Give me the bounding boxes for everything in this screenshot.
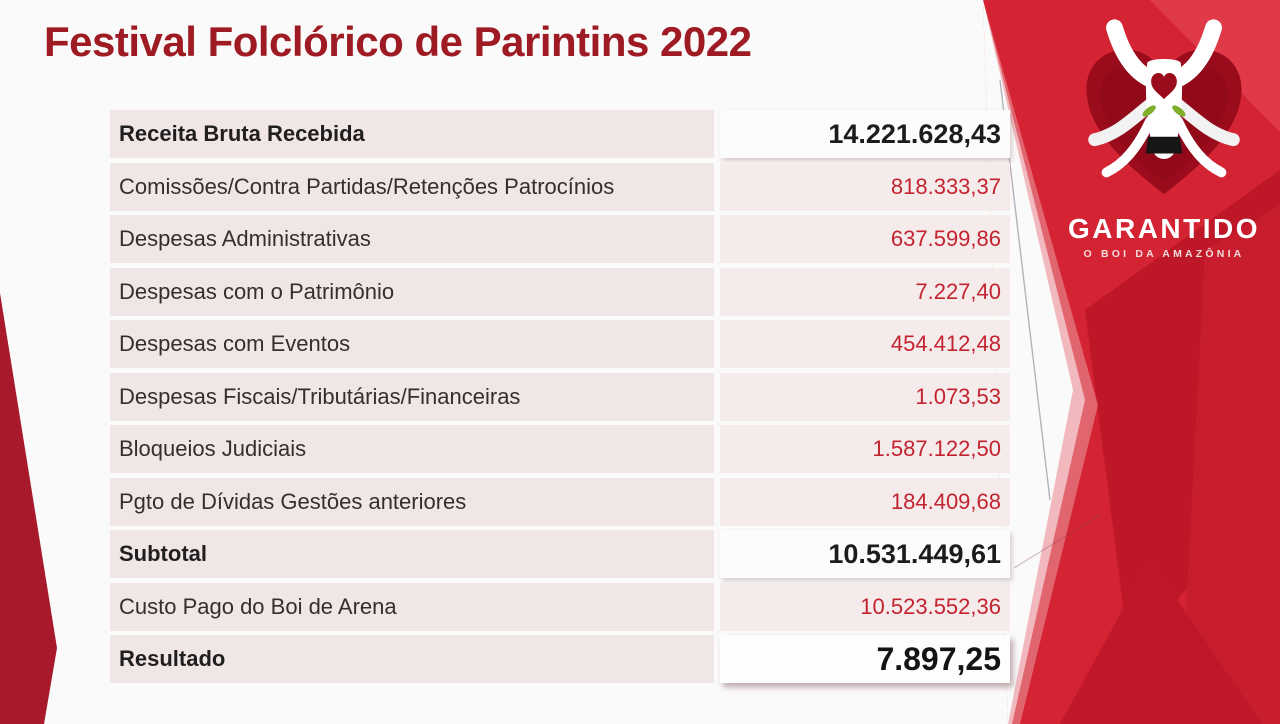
garantido-logo: GARANTIDO O BOI DA AMAZÔNIA — [1052, 4, 1276, 260]
slide-title: Festival Folclórico de Parintins 2022 — [44, 18, 752, 65]
row-label: Despesas Administrativas — [110, 215, 714, 263]
row-label: Comissões/Contra Partidas/Retenções Patr… — [110, 162, 714, 211]
table-row: Pgto de Dívidas Gestões anteriores 184.40… — [110, 477, 1010, 526]
row-value: 818.333,37 — [720, 162, 1010, 211]
row-label: Despesas Fiscais/Tributárias/Financeiras — [110, 372, 714, 421]
financial-table: Receita Bruta Recebida 14.221.628,43 Comis… — [110, 110, 1010, 688]
row-label: Custo Pago do Boi de Arena — [110, 582, 714, 631]
table-row: Bloqueios Judiciais 1.587.122,50 — [110, 425, 1010, 473]
row-value: 7.897,25 — [720, 635, 1010, 683]
logo-tagline: O BOI DA AMAZÔNIA — [1083, 248, 1245, 260]
row-label: Subtotal — [110, 530, 714, 578]
row-value: 7.227,40 — [720, 267, 1010, 316]
row-value: 14.221.628,43 — [720, 110, 1010, 158]
row-label: Despesas com Eventos — [110, 320, 714, 368]
table-row: Subtotal 10.531.449,61 — [110, 530, 1010, 578]
logo-name: GARANTIDO — [1067, 213, 1261, 244]
row-label: Receita Bruta Recebida — [110, 110, 714, 158]
table-row: Despesas com o Patrimônio 7.227,40 — [110, 267, 1010, 316]
corner-wedge-shape — [0, 293, 57, 724]
row-value: 1.073,53 — [720, 372, 1010, 421]
row-label: Bloqueios Judiciais — [110, 425, 714, 473]
row-value: 10.531.449,61 — [720, 530, 1010, 578]
row-label: Pgto de Dívidas Gestões anteriores — [110, 477, 714, 526]
bull-head-in-heart-icon — [1086, 19, 1242, 195]
table-row: Comissões/Contra Partidas/Retenções Patr… — [110, 162, 1010, 211]
table-row: Custo Pago do Boi de Arena 10.523.552,36 — [110, 582, 1010, 631]
row-value: 10.523.552,36 — [720, 582, 1010, 631]
row-value: 637.599,86 — [720, 215, 1010, 263]
table-row: Despesas Administrativas 637.599,86 — [110, 215, 1010, 263]
table-row: Resultado 7.897,25 — [110, 635, 1010, 683]
table-row: Receita Bruta Recebida 14.221.628,43 — [110, 110, 1010, 158]
row-value: 184.409,68 — [720, 477, 1010, 526]
table-row: Despesas com Eventos 454.412,48 — [110, 320, 1010, 368]
table-row: Despesas Fiscais/Tributárias/Financeiras… — [110, 372, 1010, 421]
row-value: 1.587.122,50 — [720, 425, 1010, 473]
row-value: 454.412,48 — [720, 320, 1010, 368]
row-label: Resultado — [110, 635, 714, 683]
row-label: Despesas com o Patrimônio — [110, 267, 714, 316]
